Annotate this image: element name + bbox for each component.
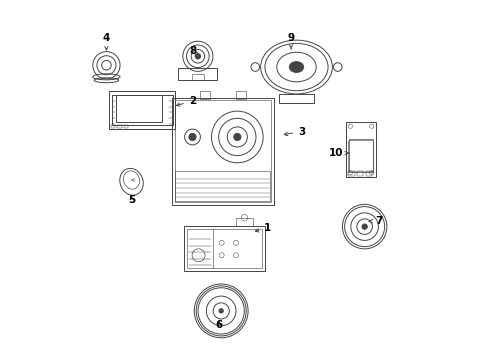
Bar [123,125,128,128]
Bar [347,171,354,176]
Bar [178,68,217,80]
Bar [235,91,246,99]
Circle shape [361,224,366,229]
Circle shape [195,54,200,59]
Bar [109,91,175,129]
Bar [345,122,376,177]
Bar [191,73,203,80]
Text: 8: 8 [188,46,199,56]
Bar [235,218,253,226]
Text: 5: 5 [128,195,135,205]
Bar [184,226,264,271]
Text: 4: 4 [102,33,110,50]
Bar [356,171,363,176]
Text: 7: 7 [368,216,382,226]
Ellipse shape [289,62,303,72]
Bar [187,229,262,268]
Bar [112,95,172,125]
Bar [348,139,373,172]
Bar [278,94,314,103]
Circle shape [233,134,241,140]
Bar [171,98,274,205]
Text: 2: 2 [176,96,196,106]
Bar [117,125,122,128]
Circle shape [219,309,223,313]
Text: 10: 10 [328,148,348,158]
Bar [111,125,115,128]
Text: 1: 1 [255,224,271,233]
Text: 6: 6 [215,320,223,330]
Bar [115,95,162,122]
Bar [199,91,210,99]
Bar [175,171,270,201]
Bar [174,100,271,202]
Text: 9: 9 [287,33,294,49]
Text: 3: 3 [284,127,305,136]
Bar [365,171,371,176]
Circle shape [188,134,196,140]
